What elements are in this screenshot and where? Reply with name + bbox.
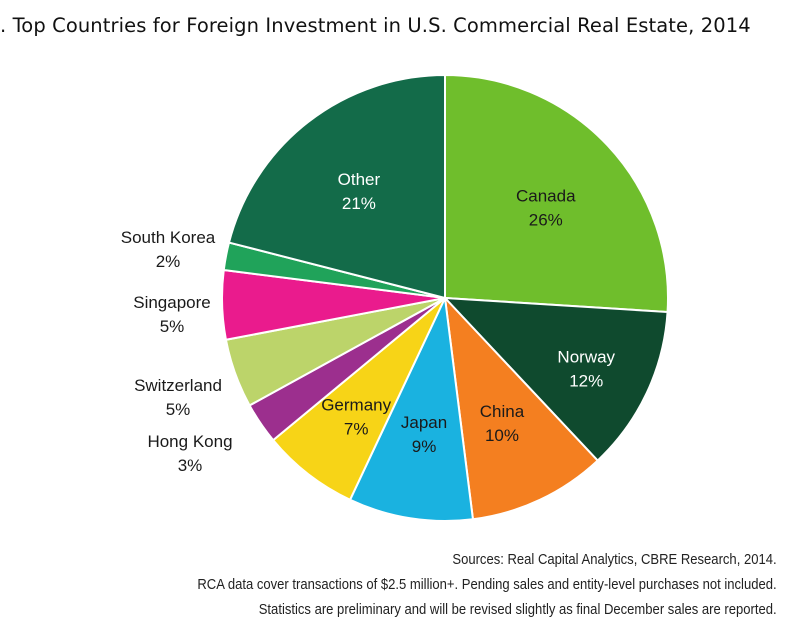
slice-label-china: China (480, 402, 525, 421)
pie-slice-japan (348, 294, 475, 522)
pie-slice-china (443, 295, 600, 521)
slice-label-other: Other (338, 170, 381, 189)
slice-value-china: 10% (485, 426, 519, 445)
pie-slice-other (227, 73, 446, 300)
pie-slice-canada (444, 73, 669, 314)
slice-label-switzerland: Switzerland (134, 376, 222, 395)
slice-value-switzerland: 5% (166, 400, 191, 419)
slice-label-canada: Canada (516, 186, 576, 205)
slice-value-hong-kong: 3% (178, 456, 203, 475)
slice-value-south-korea: 2% (156, 252, 181, 271)
slice-label-singapore: Singapore (133, 293, 211, 312)
footnotes: Sources: Real Capital Analytics, CBRE Re… (133, 548, 777, 623)
slice-value-canada: 26% (529, 210, 563, 229)
footnote-preliminary: Statistics are preliminary and will be r… (259, 602, 777, 618)
footnote-rca-coverage: RCA data cover transactions of $2.5 mill… (197, 577, 777, 593)
slice-label-japan: Japan (401, 413, 447, 432)
chart-title: . Top Countries for Foreign Investment i… (0, 14, 751, 37)
slice-label-south-korea: South Korea (121, 228, 216, 247)
slice-value-norway: 12% (569, 371, 603, 390)
slice-value-japan: 9% (412, 437, 437, 456)
slice-value-other: 21% (342, 194, 376, 213)
slice-value-germany: 7% (344, 420, 369, 439)
pie-slice-norway (442, 296, 669, 462)
slice-label-hong-kong: Hong Kong (147, 432, 232, 451)
slice-label-norway: Norway (557, 347, 615, 366)
slice-value-singapore: 5% (160, 317, 185, 336)
slice-label-germany: Germany (321, 396, 391, 415)
footnote-sources: Sources: Real Capital Analytics, CBRE Re… (452, 552, 777, 568)
